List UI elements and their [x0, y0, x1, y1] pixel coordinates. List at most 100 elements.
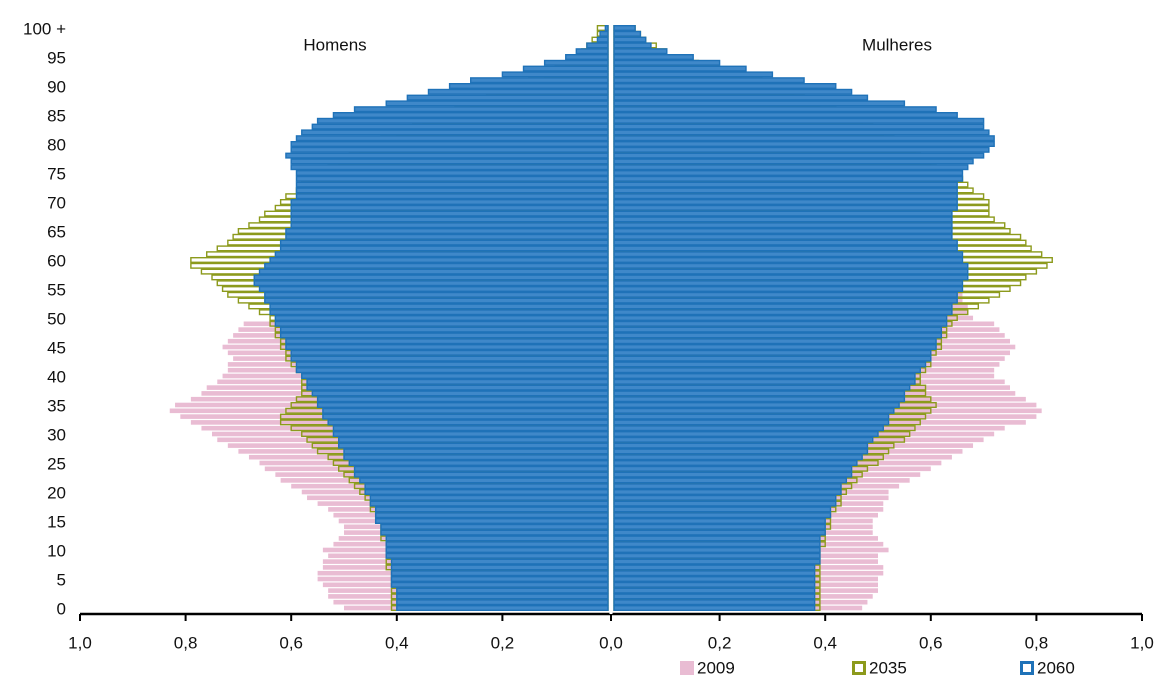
y-tick-label: 70 [47, 193, 66, 212]
bar [613, 245, 958, 252]
bar [311, 123, 609, 130]
bar [613, 216, 953, 223]
bar [269, 309, 609, 316]
y-tick-label: 45 [47, 338, 66, 357]
bar [290, 164, 609, 171]
legend-label: 2009 [697, 658, 735, 677]
bar [353, 465, 609, 472]
bar [396, 587, 609, 594]
bar [613, 384, 911, 391]
y-tick-label: 5 [57, 570, 66, 589]
y-tick-label: 40 [47, 367, 66, 386]
x-tick-label: 0,4 [385, 633, 409, 652]
bar [613, 210, 953, 217]
bar [279, 332, 609, 339]
bar [613, 425, 884, 432]
bar [613, 349, 932, 356]
bar [613, 239, 958, 246]
bar [338, 436, 609, 443]
bar [613, 280, 964, 287]
bar [290, 355, 609, 362]
bar [285, 227, 609, 234]
legend-label: 2060 [1037, 658, 1075, 677]
bar [306, 378, 609, 385]
bar [613, 605, 816, 612]
bar [279, 239, 609, 246]
bar [311, 390, 609, 397]
bar [353, 471, 609, 478]
bar [369, 500, 609, 507]
bar [269, 303, 609, 310]
bar [613, 71, 774, 78]
bar [613, 146, 990, 153]
y-tick-label: 25 [47, 454, 66, 473]
bar [613, 88, 853, 95]
bar [613, 291, 958, 298]
bar [290, 204, 609, 211]
bar [385, 552, 609, 559]
bar [613, 193, 958, 200]
bar [613, 65, 747, 72]
bar [613, 198, 958, 205]
bar [613, 587, 816, 594]
x-tick-label: 0,2 [491, 633, 515, 652]
bar [279, 245, 609, 252]
bar [327, 419, 609, 426]
bar [406, 94, 609, 101]
bar [285, 152, 609, 159]
bar [613, 413, 890, 420]
bar [575, 48, 609, 55]
bar [390, 558, 609, 565]
bar [613, 558, 821, 565]
bar [385, 535, 609, 542]
bar [613, 460, 858, 467]
bar [290, 349, 609, 356]
bar [301, 129, 609, 136]
y-tick-label: 65 [47, 222, 66, 241]
bar [396, 605, 609, 612]
bar [374, 518, 609, 525]
bar [613, 523, 826, 530]
bar [613, 390, 906, 397]
bar [295, 181, 609, 188]
bar [613, 396, 906, 403]
x-tick-label: 0,4 [813, 633, 837, 652]
bar [613, 59, 721, 66]
bar [613, 320, 948, 327]
bar [258, 286, 609, 293]
bar [364, 483, 609, 490]
bar [565, 54, 609, 61]
bar [295, 361, 609, 368]
bar [613, 448, 869, 455]
bar [316, 402, 609, 409]
bar [613, 227, 953, 234]
bar [316, 396, 609, 403]
bar [390, 570, 609, 577]
bar [613, 355, 932, 362]
bar [613, 581, 816, 588]
legend-label: 2035 [869, 658, 907, 677]
x-tick-label: 0,6 [279, 633, 303, 652]
bar [613, 436, 874, 443]
bar [295, 175, 609, 182]
x-tick-label: 0,2 [708, 633, 732, 652]
bar [613, 593, 816, 600]
bar [613, 564, 816, 571]
bar [613, 552, 821, 559]
bar [613, 94, 869, 101]
bar [613, 518, 826, 525]
bar [613, 169, 964, 176]
bar [613, 111, 958, 118]
bar [613, 117, 985, 124]
bar [613, 599, 816, 606]
bar [253, 274, 609, 281]
bar [613, 419, 890, 426]
bar [613, 262, 969, 269]
bar [613, 512, 832, 519]
bar [613, 535, 821, 542]
bar [613, 140, 995, 147]
bar [338, 442, 609, 449]
bar [613, 378, 916, 385]
legend-swatch [680, 661, 694, 675]
bar [613, 222, 953, 229]
